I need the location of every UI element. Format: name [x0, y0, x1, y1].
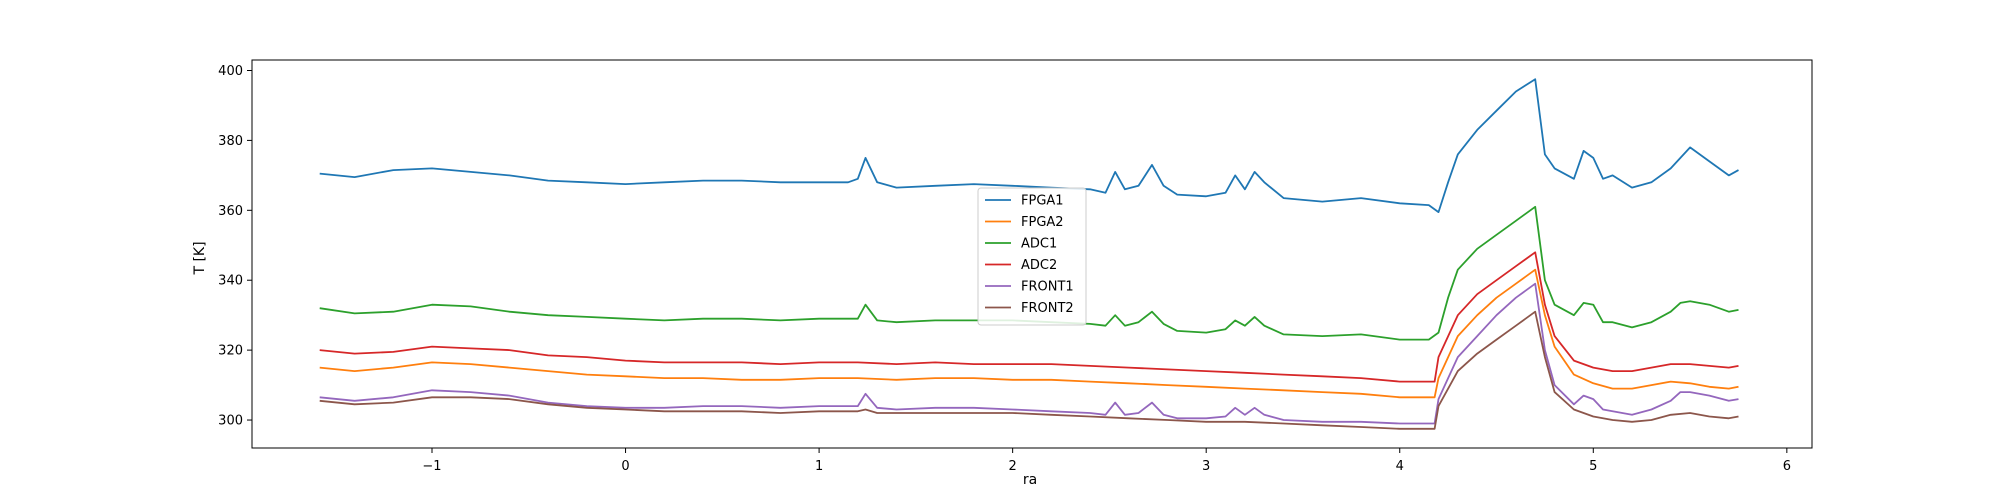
legend-label-front2: FRONT2 — [1021, 301, 1074, 316]
legend-label-front1: FRONT1 — [1021, 280, 1074, 295]
y-tick-label: 380 — [218, 134, 243, 149]
x-tick-label: −1 — [422, 459, 441, 474]
plot-frame — [251, 59, 1813, 449]
legend: FPGA1 FPGA2 ADC1 ADC2 FRONT1 FRONT2 — [977, 187, 1087, 326]
legend-label-adc2: ADC2 — [1021, 258, 1057, 273]
legend-label-fpga2: FPGA2 — [1021, 215, 1064, 230]
x-tick-label: 1 — [815, 459, 823, 474]
x-tick-label: 3 — [1202, 459, 1210, 474]
y-tick-label: 320 — [218, 344, 243, 359]
y-tick-label: 360 — [218, 204, 243, 219]
y-tick-label: 400 — [218, 64, 243, 79]
series-line-adc2 — [319, 251, 1739, 383]
series-line-adc1 — [319, 205, 1739, 341]
y-tick-label: 340 — [218, 274, 243, 289]
x-axis-label: ra — [1023, 472, 1037, 488]
x-tick-label: 5 — [1589, 459, 1597, 474]
legend-label-fpga1: FPGA1 — [1021, 194, 1064, 209]
y-axis-label: T [K] — [192, 241, 208, 275]
x-tick-label: 2 — [1009, 459, 1017, 474]
x-tick-label: 0 — [621, 459, 629, 474]
y-tick-label: 300 — [218, 414, 243, 429]
series-line-fpga1 — [319, 78, 1739, 214]
series-line-front1 — [319, 282, 1739, 425]
x-tick-label: 4 — [1396, 459, 1404, 474]
series-lines — [319, 78, 1739, 430]
legend-label-adc1: ADC1 — [1021, 237, 1057, 252]
axes: −1 0 1 2 3 4 5 6 300 320 340 360 380 400 — [218, 59, 1813, 474]
series-line-front2 — [319, 310, 1739, 430]
series-line-fpga2 — [319, 268, 1739, 399]
x-tick-label: 6 — [1783, 459, 1791, 474]
